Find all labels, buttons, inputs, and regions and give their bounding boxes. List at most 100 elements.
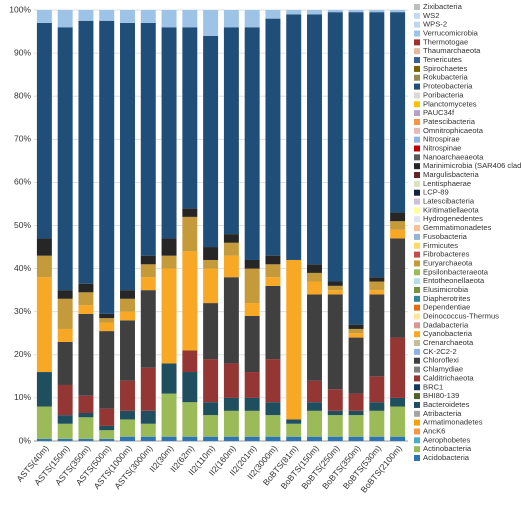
legend-label: Patescibacteria <box>423 117 476 126</box>
bar-segment <box>223 397 239 411</box>
legend-label: Thaumarchaeota <box>423 46 481 55</box>
bar-segment <box>327 290 343 295</box>
legend-swatch <box>414 304 420 311</box>
bar-segment <box>244 372 260 398</box>
legend-swatch <box>414 419 420 426</box>
bar-segment <box>120 290 135 299</box>
legend-swatch <box>414 163 420 170</box>
legend-label: Proteobacteria <box>423 82 473 91</box>
bar-segment <box>120 320 135 381</box>
bar-segment <box>161 10 177 28</box>
bar-segment <box>36 277 52 373</box>
legend-swatch <box>414 12 420 19</box>
bar-segment <box>244 268 260 304</box>
legend-label: Thermotogae <box>423 37 468 46</box>
bar-segment <box>78 313 94 396</box>
bar-segment <box>244 303 260 317</box>
bar-segment <box>307 14 322 265</box>
bar-segment <box>57 384 73 416</box>
bar-segment <box>286 436 302 441</box>
legend-label: Dadabacteria <box>423 320 469 329</box>
bar-segment <box>327 389 343 411</box>
legend-label: Latescibacteria <box>423 197 475 206</box>
bar-segment <box>182 251 198 351</box>
legend-label: Nitrospinae <box>423 143 461 152</box>
bar-segment <box>390 212 406 222</box>
bar-segment <box>36 238 52 256</box>
y-tick-label: 60% <box>14 177 31 187</box>
bar-segment <box>286 14 302 260</box>
legend-swatch <box>414 198 420 205</box>
legend-label: Actinobacteria <box>423 444 472 453</box>
legend-swatch <box>414 48 420 55</box>
legend-swatch <box>414 4 420 10</box>
legend-label: Gemmatimonadetes <box>423 223 492 232</box>
legend-label: Aerophobetes <box>423 435 470 444</box>
legend-label: Nitrospirae <box>423 135 460 144</box>
legend-label: Margulisbacteria <box>423 170 479 179</box>
bar-segment <box>369 436 385 441</box>
bar-segment <box>57 298 73 329</box>
bar-segment <box>307 436 322 441</box>
legend-label: Acidobacteria <box>423 453 470 462</box>
legend-label: Zixibacteria <box>423 2 463 11</box>
legend-swatch <box>414 189 420 196</box>
bar-segment <box>99 408 115 426</box>
bar-segment <box>390 436 406 441</box>
bar-segment <box>348 328 364 334</box>
bar-segment <box>348 436 364 441</box>
bar-segment <box>57 328 73 342</box>
bar-segment <box>99 331 115 409</box>
legend-swatch <box>414 313 420 320</box>
legend-label: PAUC34f <box>423 108 455 117</box>
legend-label: CK-2C2-2 <box>423 347 457 356</box>
legend-label: Poribacteria <box>423 90 464 99</box>
bar-segment <box>223 234 239 243</box>
bar-segment <box>36 438 52 441</box>
bar-segment <box>348 337 364 394</box>
bar-segment <box>99 430 115 439</box>
legend-swatch <box>414 92 420 99</box>
bar-segment <box>307 402 322 411</box>
bar-segment <box>348 10 364 13</box>
bar-segment <box>182 208 198 217</box>
legend-label: Fusobacteria <box>423 232 468 241</box>
legend-label: Chloroflexi <box>423 356 459 365</box>
bar-segment <box>203 247 219 260</box>
bar-segment <box>390 12 406 213</box>
legend-swatch <box>414 428 420 435</box>
bar-segment <box>140 367 156 411</box>
legend-swatch <box>414 269 420 276</box>
bar-segment <box>244 259 260 269</box>
legend-swatch <box>414 331 420 338</box>
bar-segment <box>244 10 260 28</box>
bar-segment <box>265 255 281 265</box>
bar-segment <box>140 277 156 291</box>
bar-segment <box>307 380 322 403</box>
legend-swatch <box>414 180 420 187</box>
legend-swatch <box>414 242 420 249</box>
y-tick-label: 20% <box>14 349 31 359</box>
bar-segment <box>369 281 385 291</box>
legend-swatch <box>414 233 420 240</box>
legend-swatch <box>414 340 420 347</box>
legend-swatch <box>414 127 420 134</box>
legend-swatch <box>414 172 420 179</box>
legend-label: WPS-2 <box>423 20 447 29</box>
legend-label: Euryarchaeota <box>423 258 473 267</box>
bar-segment <box>390 238 406 338</box>
bar-segment <box>307 10 322 15</box>
bar-segment <box>140 410 156 424</box>
bar-segment <box>161 268 177 364</box>
bar-segment <box>203 415 219 437</box>
bar-segment <box>161 255 177 269</box>
legend-label: BHI80-139 <box>423 391 459 400</box>
bar-segment <box>78 395 94 413</box>
bar-segment <box>120 22 135 291</box>
bar-segment <box>99 10 115 21</box>
bar-segment <box>99 313 115 319</box>
bar-segment <box>140 264 156 278</box>
legend-label: Tenericutes <box>423 55 462 64</box>
bar-segment <box>369 290 385 295</box>
